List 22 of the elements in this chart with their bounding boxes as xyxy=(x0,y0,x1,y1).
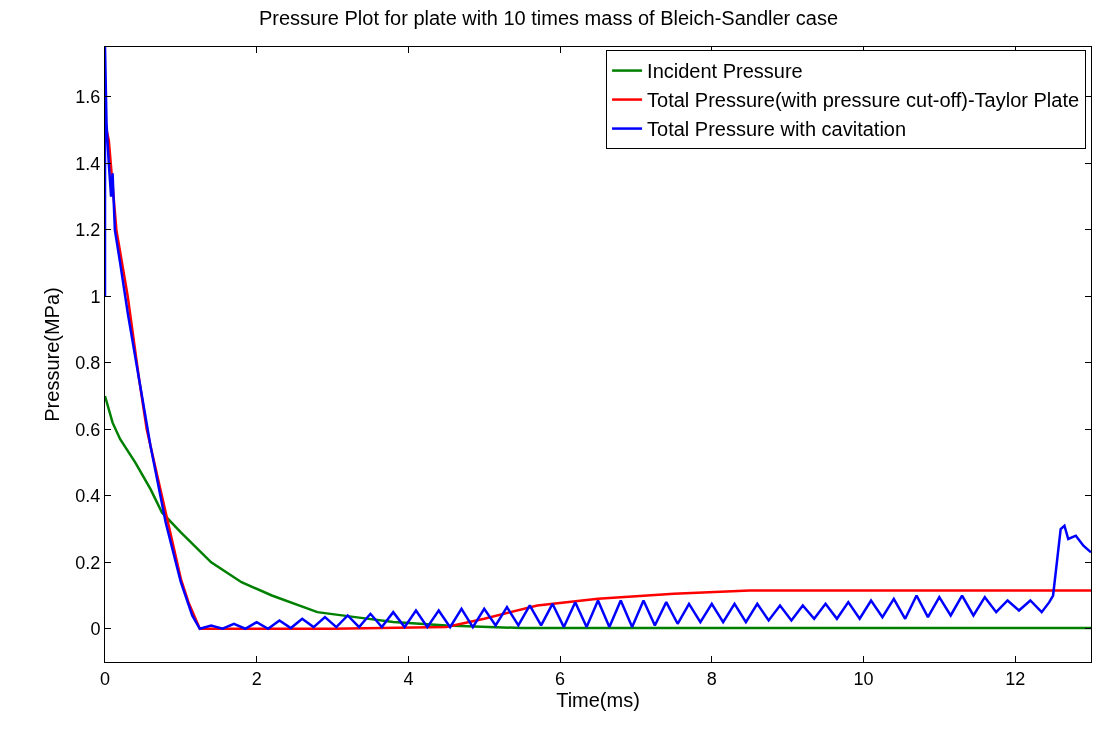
y-tick-label: 1.4 xyxy=(75,153,101,174)
y-tick-label: 0.2 xyxy=(75,552,101,573)
line-series xyxy=(105,394,1091,630)
y-tick-label: 1.6 xyxy=(75,87,101,108)
x-tick-label: 6 xyxy=(555,668,566,689)
x-axis-title: Time(ms) xyxy=(556,689,640,712)
y-axis-title: Pressure(MPa) xyxy=(40,287,63,422)
y-tick-label: 0 xyxy=(90,619,101,640)
x-tick-label: 10 xyxy=(853,668,874,689)
y-tick-label: 0.8 xyxy=(75,353,101,374)
x-tick-label: 8 xyxy=(706,668,717,689)
y-tick-label: 1.2 xyxy=(75,220,101,241)
chart-title: Pressure Plot for plate with 10 times mass of Bleich-Sandler case xyxy=(258,6,839,29)
legend-label: Incident Pressure xyxy=(647,60,803,83)
y-tick-label: 1 xyxy=(90,286,101,307)
legend-label: Total Pressure(with pressure cut-off)-Taylor Plate xyxy=(647,89,1080,112)
x-tick-label: 12 xyxy=(1005,668,1026,689)
x-tick-label: 4 xyxy=(403,668,414,689)
y-tick-label: 0.4 xyxy=(75,486,101,507)
x-tick-label: 2 xyxy=(251,668,262,689)
y-tick-label: 0.6 xyxy=(75,419,101,440)
legend-label: Total Pressure with cavitation xyxy=(647,118,907,141)
